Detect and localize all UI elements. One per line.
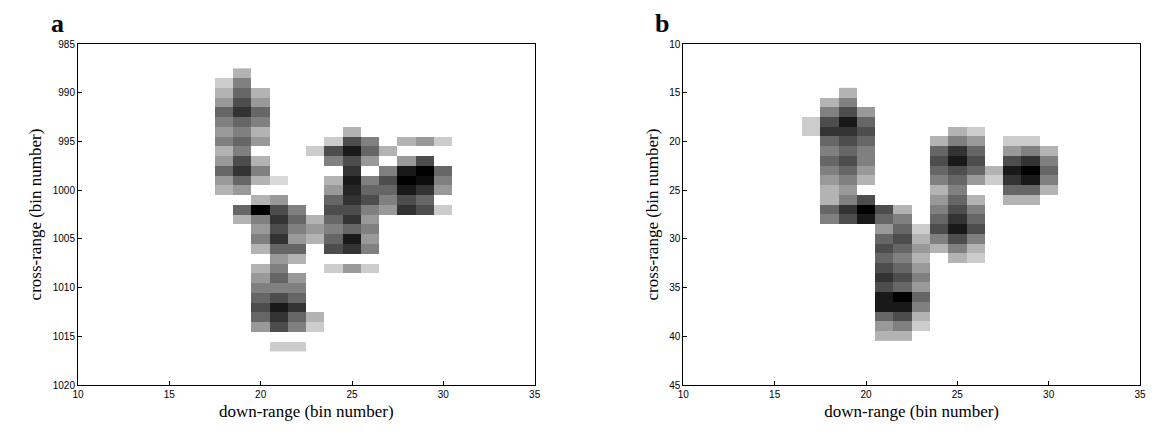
svg-text:1015: 1015 (53, 331, 76, 342)
svg-text:15: 15 (769, 389, 781, 400)
svg-text:30: 30 (1043, 389, 1055, 400)
svg-text:down-range (bin number): down-range (bin number) (824, 402, 999, 421)
svg-text:25: 25 (952, 389, 964, 400)
svg-text:40: 40 (669, 331, 681, 342)
svg-text:15: 15 (669, 87, 681, 98)
svg-text:20: 20 (255, 389, 267, 400)
svg-text:1010: 1010 (53, 282, 76, 293)
svg-text:45: 45 (669, 380, 681, 391)
svg-text:b: b (655, 9, 669, 38)
svg-text:cross-range (bin number): cross-range (bin number) (26, 129, 45, 301)
svg-text:985: 985 (58, 39, 75, 50)
svg-text:35: 35 (1134, 389, 1146, 400)
svg-text:10: 10 (669, 39, 681, 50)
svg-text:30: 30 (438, 389, 450, 400)
svg-text:990: 990 (58, 87, 75, 98)
svg-text:995: 995 (58, 136, 75, 147)
svg-text:25: 25 (669, 185, 681, 196)
svg-text:30: 30 (669, 233, 681, 244)
svg-text:1005: 1005 (53, 233, 76, 244)
svg-text:15: 15 (164, 389, 176, 400)
svg-text:35: 35 (669, 282, 681, 293)
svg-text:cross-range (bin number): cross-range (bin number) (643, 129, 662, 301)
svg-text:a: a (51, 9, 64, 38)
svg-text:10: 10 (72, 389, 84, 400)
svg-text:1000: 1000 (53, 185, 76, 196)
svg-text:35: 35 (529, 389, 541, 400)
svg-text:10: 10 (678, 389, 690, 400)
svg-text:20: 20 (669, 136, 681, 147)
svg-text:1020: 1020 (53, 380, 76, 391)
svg-text:20: 20 (860, 389, 872, 400)
svg-text:down-range (bin number): down-range (bin number) (219, 402, 394, 421)
svg-text:25: 25 (346, 389, 358, 400)
